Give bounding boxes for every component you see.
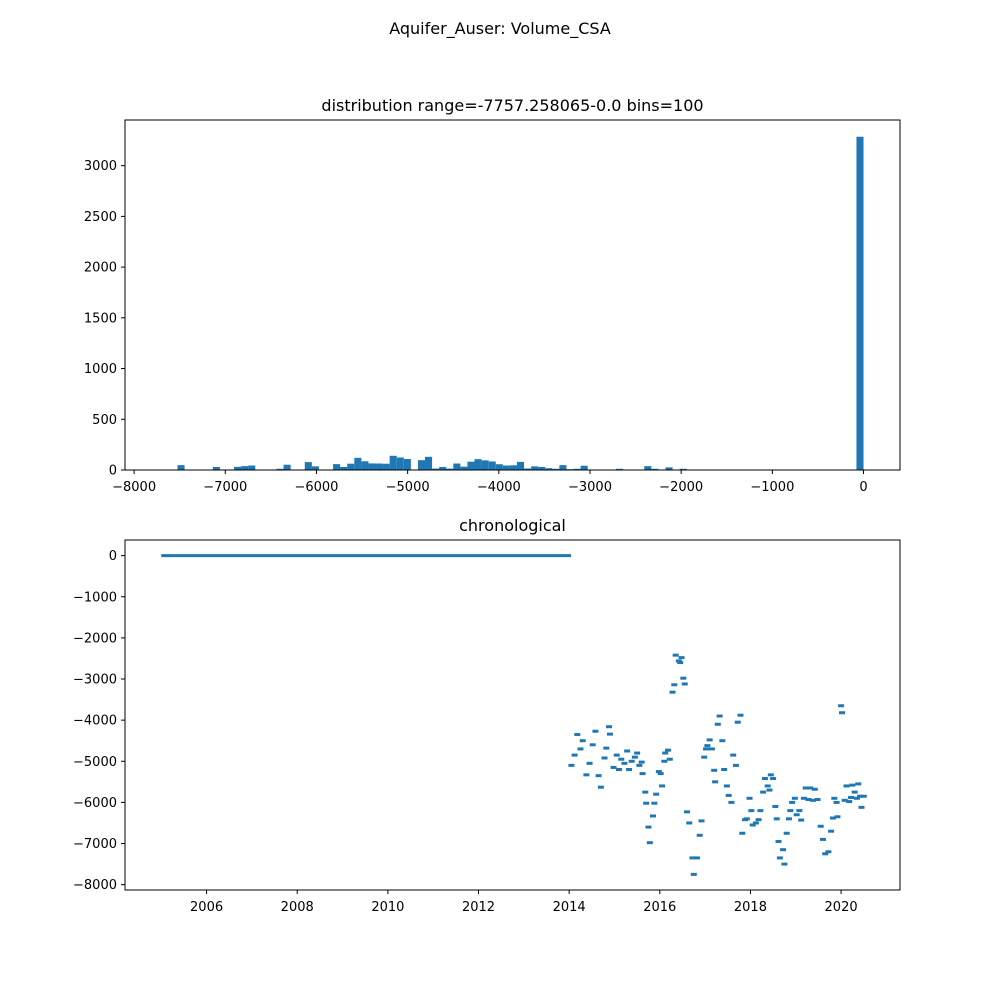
histogram-bar bbox=[354, 457, 362, 470]
y-tick-label: −1000 bbox=[73, 590, 117, 605]
histogram-bar bbox=[311, 466, 319, 470]
y-tick-label: 1000 bbox=[84, 362, 117, 377]
histogram-bar bbox=[679, 468, 687, 470]
x-tick-label: 2014 bbox=[553, 900, 586, 915]
histogram-bar bbox=[644, 466, 652, 470]
y-tick-label: −6000 bbox=[73, 796, 117, 811]
x-tick-label: −3000 bbox=[568, 480, 612, 495]
histogram-bar bbox=[234, 466, 242, 470]
y-tick-label: 1500 bbox=[84, 311, 117, 326]
y-tick-label: 500 bbox=[92, 413, 117, 428]
x-tick-label: 2012 bbox=[462, 900, 495, 915]
figure-title: Aquifer_Auser: Volume_CSA bbox=[389, 19, 611, 39]
histogram-bar bbox=[361, 461, 369, 470]
histogram-bar bbox=[474, 459, 482, 470]
histogram-bar bbox=[516, 461, 525, 470]
histogram-bar bbox=[333, 464, 341, 470]
chronological-y-ticks: 0 −1000 −2000 −3000 −4000 −5000 −6000 −7000 −800… bbox=[73, 549, 125, 893]
histogram-bar bbox=[531, 466, 539, 470]
x-tick-label: 0 bbox=[859, 480, 867, 495]
y-tick-label: 2500 bbox=[84, 210, 117, 225]
x-tick-label: −7000 bbox=[203, 480, 247, 495]
chronological-title: chronological bbox=[459, 516, 566, 535]
y-tick-label: −8000 bbox=[73, 878, 117, 893]
y-tick-label: 3000 bbox=[84, 159, 117, 174]
histogram-bar bbox=[375, 463, 383, 470]
x-tick-label: 2010 bbox=[371, 900, 404, 915]
x-tick-label: 2006 bbox=[190, 900, 223, 915]
histogram-bar bbox=[488, 461, 496, 470]
histogram-bar bbox=[382, 463, 390, 470]
histogram-bar bbox=[389, 455, 397, 470]
histogram-bar bbox=[495, 464, 503, 470]
histogram-bar bbox=[573, 468, 581, 470]
histogram-axes-frame bbox=[124, 119, 901, 471]
histogram-bar bbox=[559, 465, 567, 470]
histogram-bar bbox=[453, 463, 461, 470]
y-tick-label: 0 bbox=[109, 549, 117, 564]
x-tick-label: −6000 bbox=[294, 480, 338, 495]
y-tick-label: −4000 bbox=[73, 714, 117, 729]
y-tick-label: −7000 bbox=[73, 837, 117, 852]
histogram-title: distribution range=-7757.258065-0.0 bins… bbox=[321, 96, 703, 115]
histogram-bar bbox=[347, 463, 355, 470]
y-tick-label: 2000 bbox=[84, 261, 117, 276]
histogram-bar bbox=[524, 468, 532, 470]
x-tick-label: −4000 bbox=[477, 480, 521, 495]
chronological-axes-frame bbox=[124, 539, 901, 891]
histogram-bar bbox=[304, 462, 312, 470]
x-tick-label: 2018 bbox=[734, 900, 767, 915]
histogram-bar bbox=[248, 465, 256, 470]
histogram-bars bbox=[177, 136, 864, 470]
histogram-bar bbox=[580, 465, 588, 470]
x-tick-label: 2016 bbox=[643, 900, 676, 915]
histogram-bar bbox=[665, 467, 673, 470]
chronological-chart: chronological 2006 2008 2010 2012 2014 2016 20… bbox=[73, 516, 901, 915]
y-tick-label: −5000 bbox=[73, 755, 117, 770]
x-tick-label: −8000 bbox=[112, 480, 156, 495]
y-tick-label: −2000 bbox=[73, 631, 117, 646]
x-tick-label: −1000 bbox=[750, 480, 794, 495]
histogram-bar bbox=[340, 466, 348, 470]
y-tick-label: 0 bbox=[109, 464, 117, 479]
chronological-x-ticks: 2006 2008 2010 2012 2014 2016 2018 2020 bbox=[190, 890, 858, 915]
histogram-x-ticks: −8000 −7000 −6000 −5000 −4000 −3000 −2000 −1000… bbox=[112, 470, 868, 495]
histogram-bar bbox=[276, 468, 284, 470]
histogram-bar bbox=[425, 456, 433, 470]
histogram-chart: distribution range=-7757.258065-0.0 bins… bbox=[84, 96, 901, 495]
histogram-bar bbox=[615, 468, 624, 470]
histogram-bar bbox=[368, 463, 376, 470]
histogram-bar bbox=[177, 465, 185, 470]
x-tick-label: 2020 bbox=[825, 900, 858, 915]
histogram-bar bbox=[509, 465, 517, 470]
x-tick-label: −2000 bbox=[659, 480, 703, 495]
histogram-bar bbox=[856, 136, 864, 470]
chronological-series bbox=[161, 554, 867, 876]
histogram-bar bbox=[538, 466, 546, 470]
histogram-bar bbox=[403, 459, 411, 470]
x-tick-label: −5000 bbox=[386, 480, 430, 495]
histogram-bar bbox=[502, 465, 510, 470]
histogram-y-ticks: 0 500 1000 1500 2000 2500 3000 bbox=[84, 159, 125, 479]
histogram-bar bbox=[651, 468, 659, 470]
histogram-bar bbox=[481, 460, 489, 470]
histogram-bar bbox=[439, 466, 447, 470]
histogram-bar bbox=[432, 468, 440, 470]
histogram-bar bbox=[467, 461, 475, 470]
histogram-bar bbox=[241, 466, 249, 470]
histogram-bar bbox=[396, 457, 404, 470]
y-tick-label: −3000 bbox=[73, 673, 117, 688]
histogram-bar bbox=[460, 466, 468, 470]
histogram-bar bbox=[446, 468, 454, 470]
histogram-bar bbox=[417, 460, 426, 470]
histogram-bar bbox=[212, 466, 220, 470]
histogram-bar bbox=[552, 468, 560, 470]
histogram-bar bbox=[283, 464, 291, 470]
histogram-bar bbox=[545, 468, 553, 470]
x-tick-label: 2008 bbox=[281, 900, 314, 915]
